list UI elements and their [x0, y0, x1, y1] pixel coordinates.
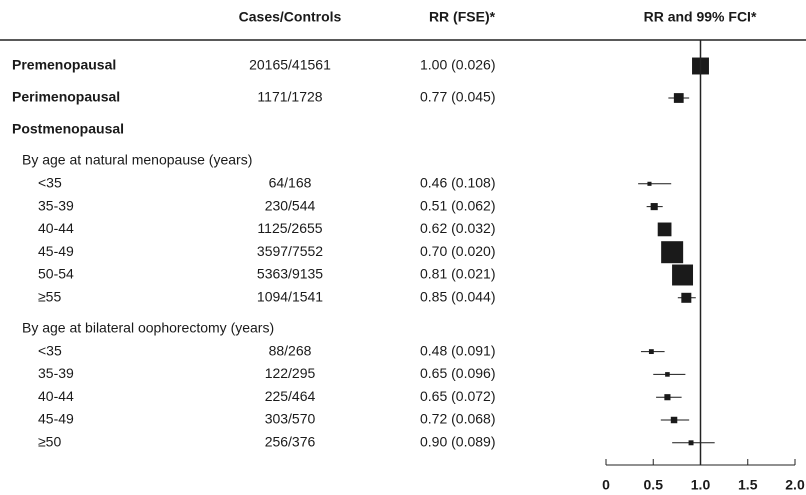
- cases-controls: 1171/1728: [257, 89, 322, 105]
- row-label: By age at bilateral oophorectomy (years): [22, 320, 274, 336]
- cases-controls: 303/570: [265, 411, 316, 427]
- rr-box: [664, 394, 671, 401]
- row-label: 50-54: [38, 266, 74, 282]
- row-label: ≥55: [38, 289, 61, 305]
- rr-box: [665, 372, 670, 377]
- row-label: Perimenopausal: [12, 89, 120, 105]
- rr-box: [647, 181, 652, 186]
- cases-controls: 3597/7552: [257, 243, 323, 259]
- rr-box: [688, 440, 694, 446]
- column-header: Cases/Controls: [239, 9, 342, 25]
- column-header: RR (FSE)*: [429, 9, 496, 25]
- rr-box: [672, 264, 694, 286]
- rr-text: 0.85 (0.044): [420, 289, 496, 305]
- row-label: 45-49: [38, 411, 74, 427]
- rr-text: 0.46 (0.108): [420, 175, 496, 191]
- rr-box: [661, 241, 684, 264]
- x-tick-label: 1.5: [738, 477, 758, 493]
- cases-controls: 1094/1541: [257, 289, 323, 305]
- column-header: RR and 99% FCI*: [644, 9, 757, 25]
- row-label: Postmenopausal: [12, 121, 124, 137]
- rr-text: 1.00 (0.026): [420, 57, 496, 73]
- rr-text: 0.70 (0.020): [420, 243, 496, 259]
- rr-box: [657, 222, 672, 237]
- row-label: 40-44: [38, 388, 74, 404]
- cases-controls: 88/268: [269, 342, 312, 358]
- rr-text: 0.51 (0.062): [420, 197, 496, 213]
- rr-text: 0.62 (0.032): [420, 220, 496, 236]
- cases-controls: 256/376: [265, 434, 316, 450]
- row-label: <35: [38, 175, 62, 191]
- cases-controls: 122/295: [265, 365, 316, 381]
- row-label: <35: [38, 342, 62, 358]
- row-label: Premenopausal: [12, 57, 116, 73]
- x-tick-label: 2.0: [785, 477, 805, 493]
- rr-box: [670, 416, 678, 424]
- cases-controls: 230/544: [265, 197, 316, 213]
- cases-controls: 20165/41561: [249, 57, 331, 73]
- cases-controls: 1125/2655: [257, 220, 322, 236]
- cases-controls: 64/168: [269, 175, 312, 191]
- rr-text: 0.65 (0.072): [420, 388, 496, 404]
- rr-text: 0.48 (0.091): [420, 342, 496, 358]
- rr-box: [648, 349, 654, 355]
- row-label: 45-49: [38, 243, 74, 259]
- row-label: 35-39: [38, 365, 74, 381]
- x-tick-label: 1.0: [691, 477, 711, 493]
- row-label: By age at natural menopause (years): [22, 152, 252, 168]
- cases-controls: 5363/9135: [257, 266, 323, 282]
- rr-text: 0.65 (0.096): [420, 365, 496, 381]
- rr-box: [650, 203, 658, 211]
- cases-controls: 225/464: [265, 388, 316, 404]
- rr-text: 0.81 (0.021): [420, 266, 496, 282]
- rr-text: 0.77 (0.045): [420, 89, 496, 105]
- rr-text: 0.72 (0.068): [420, 411, 496, 427]
- rr-box: [681, 292, 692, 303]
- x-tick-label: 0: [602, 477, 610, 493]
- row-label: ≥50: [38, 434, 61, 450]
- rr-box: [673, 93, 684, 103]
- rr-text: 0.90 (0.089): [420, 434, 496, 450]
- row-label: 40-44: [38, 220, 74, 236]
- row-label: 35-39: [38, 197, 74, 213]
- x-tick-label: 0.5: [644, 477, 664, 493]
